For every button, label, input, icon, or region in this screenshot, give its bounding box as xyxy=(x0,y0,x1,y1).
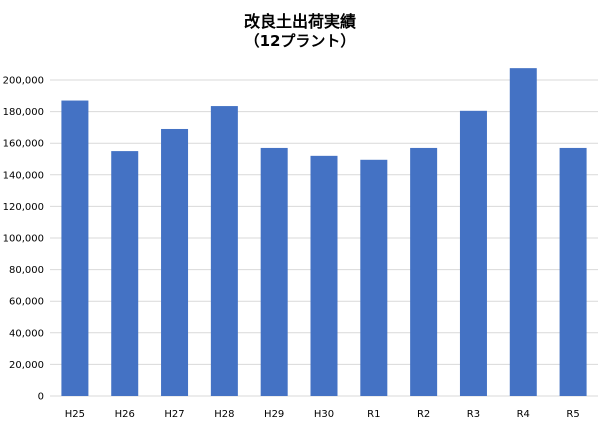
x-tick-label: R2 xyxy=(417,409,430,420)
y-tick-label: 80,000 xyxy=(9,265,44,276)
bar-R1 xyxy=(360,159,388,396)
bar-H28 xyxy=(210,106,238,396)
bar-H30 xyxy=(310,155,338,396)
y-tick-label: 100,000 xyxy=(3,234,44,245)
bar-H29 xyxy=(260,147,288,396)
y-tick-label: 40,000 xyxy=(9,328,44,339)
bar-R2 xyxy=(410,147,438,396)
bar-H25 xyxy=(61,100,89,396)
y-tick-label: 200,000 xyxy=(3,76,44,87)
bar-R3 xyxy=(459,110,487,396)
x-tick-label: R4 xyxy=(517,409,530,420)
x-tick-label: R1 xyxy=(367,409,380,420)
chart-title: 改良土出荷実績 xyxy=(243,12,356,31)
x-tick-label: R3 xyxy=(467,409,480,420)
bar-R4 xyxy=(509,68,537,397)
x-tick-label: H28 xyxy=(214,409,234,420)
y-tick-label: 140,000 xyxy=(3,170,44,181)
x-tick-label: H25 xyxy=(65,409,85,420)
x-tick-label: H26 xyxy=(115,409,135,420)
y-tick-label: 20,000 xyxy=(9,360,44,371)
x-tick-label: R5 xyxy=(566,409,579,420)
bar-H26 xyxy=(111,151,139,396)
x-tick-label: H30 xyxy=(314,409,334,420)
y-tick-label: 120,000 xyxy=(3,202,44,213)
y-tick-label: 0 xyxy=(38,392,44,403)
y-tick-label: 180,000 xyxy=(3,107,44,118)
y-tick-label: 60,000 xyxy=(9,297,44,308)
bar-R5 xyxy=(559,147,587,396)
bar-H27 xyxy=(161,128,189,397)
x-tick-label: H29 xyxy=(264,409,284,420)
chart-subtitle: （12プラント） xyxy=(244,32,356,50)
x-tick-label: H27 xyxy=(164,409,184,420)
y-tick-label: 160,000 xyxy=(3,139,44,150)
